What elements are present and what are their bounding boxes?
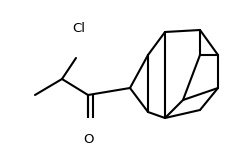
Text: Cl: Cl [72,21,85,34]
Text: O: O [83,133,93,146]
